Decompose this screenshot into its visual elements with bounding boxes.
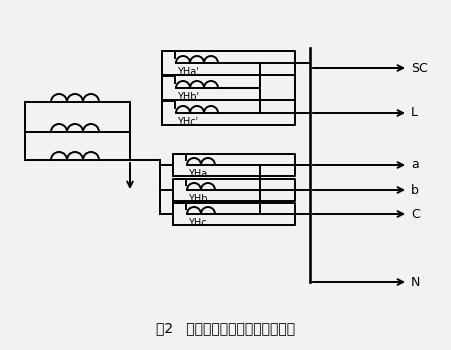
Text: L: L xyxy=(410,106,417,119)
Text: a: a xyxy=(410,159,418,172)
Text: SC: SC xyxy=(410,62,427,75)
Text: YHb': YHb' xyxy=(177,92,198,102)
Text: C: C xyxy=(410,208,419,220)
Text: YHc: YHc xyxy=(188,218,206,228)
Text: YHa: YHa xyxy=(188,169,207,179)
Text: YHc': YHc' xyxy=(177,117,198,127)
Text: YHa': YHa' xyxy=(177,67,198,77)
Text: YHb: YHb xyxy=(188,194,207,204)
Text: 图2   电压互感器二次不接地原理图: 图2 电压互感器二次不接地原理图 xyxy=(156,321,295,335)
Text: N: N xyxy=(410,275,419,288)
Text: b: b xyxy=(410,183,418,196)
